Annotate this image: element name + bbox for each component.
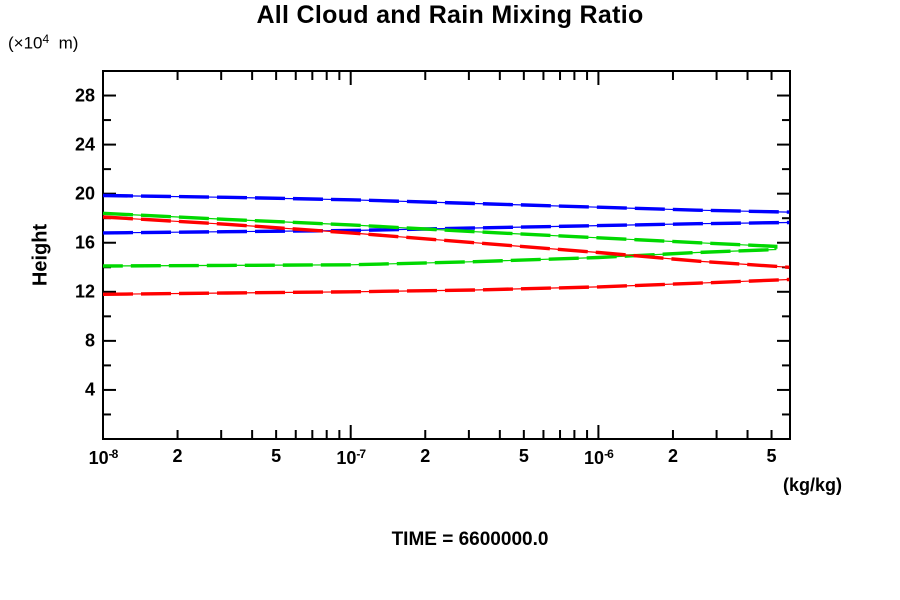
y-tick-label: 4 bbox=[84, 379, 95, 400]
y-axis-unit-label: (×104 m) bbox=[8, 31, 78, 54]
series-blue-profile-dashed-1 bbox=[102, 220, 790, 235]
y-tick-label: 16 bbox=[74, 232, 95, 253]
x-tick-label: 10-7 bbox=[336, 447, 366, 468]
x-axis-unit-label: (kg/kg) bbox=[783, 475, 843, 495]
x-tick-label: 5 bbox=[271, 446, 282, 466]
x-tick-label: 2 bbox=[667, 446, 678, 466]
x-tick-label: 5 bbox=[766, 446, 777, 466]
x-tick-label: 2 bbox=[172, 446, 183, 466]
y-tick-label: 20 bbox=[74, 183, 95, 204]
y-tick-label: 28 bbox=[74, 85, 95, 106]
series-blue-profile-dashed-0 bbox=[102, 193, 790, 214]
series-green-profile-dashed-0 bbox=[102, 211, 778, 268]
y-tick-label: 24 bbox=[74, 134, 95, 155]
plot-border bbox=[102, 70, 791, 440]
x-tick-label: 2 bbox=[420, 446, 431, 466]
x-tick-label: 10-8 bbox=[88, 447, 119, 468]
series-red-profile-dashed-1 bbox=[102, 277, 790, 296]
time-caption: TIME = 6600000.0 bbox=[391, 529, 549, 550]
y-tick-label: 8 bbox=[84, 330, 95, 351]
x-tick-label: 10-6 bbox=[584, 447, 614, 468]
y-unit-rest: m) bbox=[49, 33, 79, 53]
x-tick-label: 5 bbox=[518, 446, 529, 466]
y-unit-exponent: 4 bbox=[42, 32, 50, 46]
series-red-profile-dashed-0 bbox=[102, 215, 790, 269]
y-tick-label: 12 bbox=[74, 281, 95, 302]
y-unit-base: (×10 bbox=[8, 33, 43, 53]
chart-title: All Cloud and Rain Mixing Ratio bbox=[256, 1, 644, 29]
